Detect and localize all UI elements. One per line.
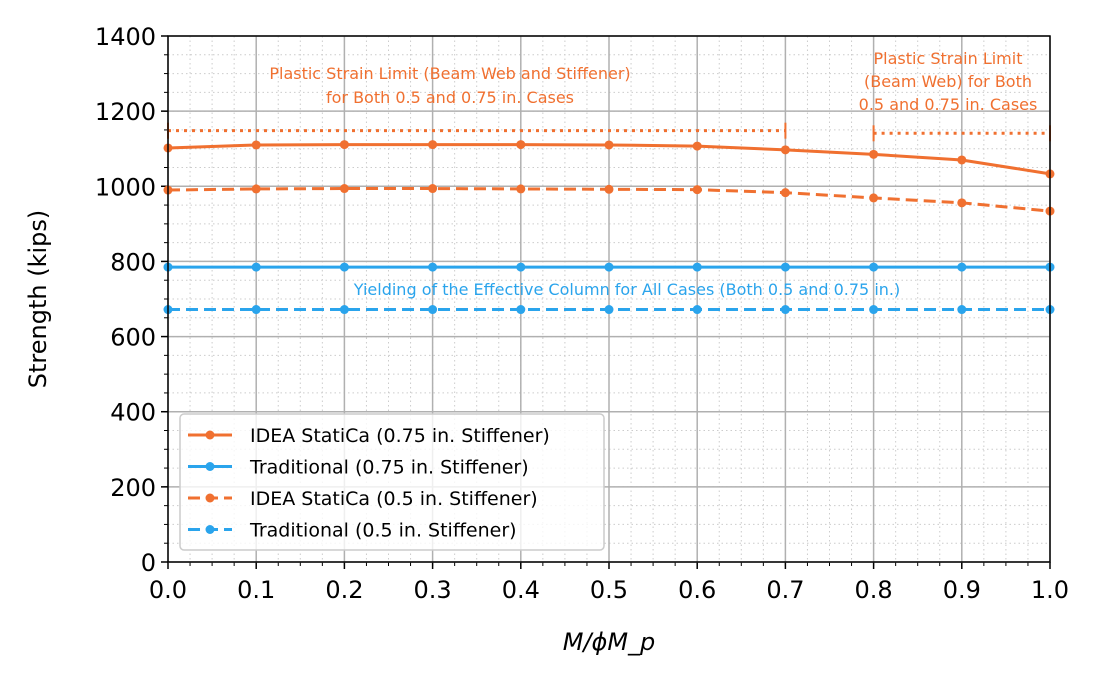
data-point (339, 305, 349, 315)
data-point (516, 184, 526, 194)
x-axis-label: M/ϕM_p (563, 628, 656, 656)
data-point (516, 305, 526, 315)
x-tick-label: 0.4 (502, 576, 540, 604)
data-point (957, 305, 967, 315)
legend-label: IDEA StatiCa (0.5 in. Stiffener) (250, 488, 538, 510)
y-tick-label: 400 (110, 399, 156, 427)
y-tick-label: 800 (110, 248, 156, 276)
data-point (339, 262, 349, 272)
annotation-text: (Beam Web) for Both (864, 72, 1032, 91)
x-tick-label: 0.8 (855, 576, 893, 604)
data-point (339, 140, 349, 150)
x-tick-label: 0.1 (237, 576, 275, 604)
data-point (251, 305, 261, 315)
legend-label: Traditional (0.5 in. Stiffener) (249, 520, 517, 542)
y-tick-label: 600 (110, 324, 156, 352)
annotation-text: Plastic Strain Limit (874, 49, 1023, 68)
x-tick-label: 0.7 (766, 576, 804, 604)
data-point (692, 185, 702, 195)
legend-label: IDEA StatiCa (0.75 in. Stiffener) (250, 425, 550, 447)
data-point (428, 184, 438, 194)
data-point (780, 145, 790, 155)
data-point (604, 262, 614, 272)
data-point (516, 262, 526, 272)
data-point (604, 305, 614, 315)
data-point (957, 198, 967, 208)
data-point (428, 140, 438, 150)
data-point (428, 262, 438, 272)
y-tick-label: 1400 (95, 23, 156, 51)
data-point (251, 262, 261, 272)
data-point (516, 140, 526, 150)
data-point (251, 140, 261, 150)
data-point (869, 262, 879, 272)
annotation-text: 0.5 and 0.75 in. Cases (859, 95, 1038, 114)
data-point (780, 188, 790, 198)
data-point (869, 305, 879, 315)
data-point (428, 305, 438, 315)
legend-box (179, 413, 605, 551)
data-point (869, 149, 879, 159)
annotation-text: Yielding of the Effective Column for All… (353, 280, 900, 299)
data-point (957, 262, 967, 272)
data-point (339, 184, 349, 194)
annotation-text: for Both 0.5 and 0.75 in. Cases (326, 88, 574, 107)
data-point (869, 193, 879, 203)
x-tick-label: 0.2 (325, 576, 363, 604)
y-axis-label: Strength (kips) (24, 210, 52, 388)
data-point (957, 155, 967, 165)
x-tick-label: 1.0 (1031, 576, 1069, 604)
legend-marker (205, 493, 215, 503)
x-tick-label: 0.3 (414, 576, 452, 604)
data-point (251, 184, 261, 194)
data-point (692, 305, 702, 315)
legend-marker (205, 462, 215, 471)
x-tick-label: 0.0 (149, 576, 187, 604)
legend-marker (205, 525, 215, 534)
plot-frame (167, 35, 1051, 563)
data-point (780, 305, 790, 315)
data-point (692, 262, 702, 272)
y-tick-label: 200 (110, 474, 156, 502)
legend: IDEA StatiCa (0.75 in. Stiffener) Traditi… (179, 413, 605, 551)
legend-marker (205, 430, 215, 440)
x-tick-label: 0.6 (678, 576, 716, 604)
annotation-text: Plastic Strain Limit (Beam Web and Stiff… (269, 64, 630, 83)
data-point (604, 184, 614, 194)
data-point (692, 141, 702, 151)
x-tick-label: 0.5 (590, 576, 628, 604)
y-tick-label: 0 (141, 549, 156, 577)
data-point (780, 262, 790, 272)
y-tick-label: 1000 (95, 173, 156, 201)
data-point (604, 140, 614, 150)
x-tick-label: 0.9 (943, 576, 981, 604)
legend-label: Traditional (0.75 in. Stiffener) (249, 457, 529, 479)
y-tick-label: 1200 (95, 98, 156, 126)
